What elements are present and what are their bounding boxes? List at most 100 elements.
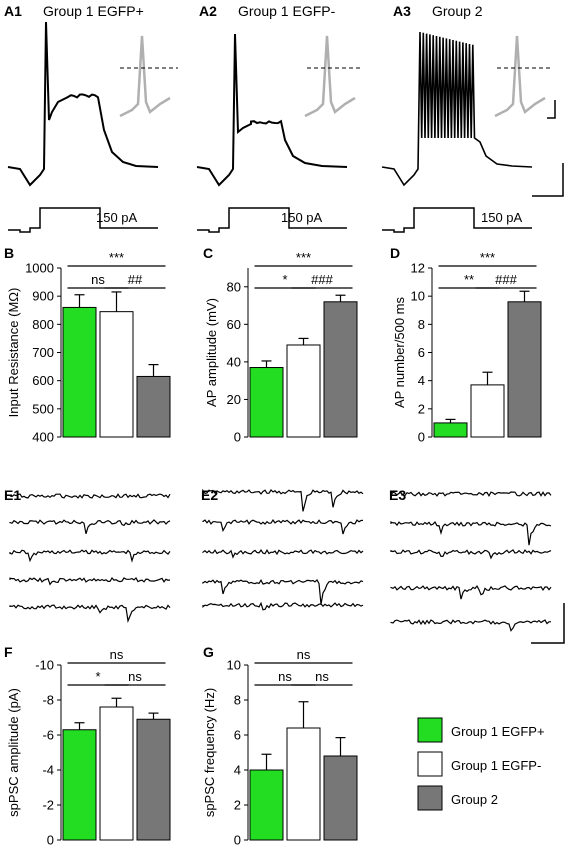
e-scale-bar [531, 603, 565, 644]
panel-label-a3: A3 [393, 3, 411, 19]
bar-2 [470, 384, 505, 438]
current-step-a3 [382, 207, 532, 233]
y-tick-label: -8 [42, 693, 54, 708]
bar-2 [99, 311, 134, 438]
panel-label-f: F [4, 644, 13, 660]
spontaneous-traces-e2 [202, 488, 364, 611]
y-tick-label: 0 [234, 430, 241, 445]
y-axis-label: Input Resistance (MΩ) [6, 288, 21, 418]
panel-title-a2: Group 1 EGFP- [238, 3, 336, 19]
significance-label: ns [297, 647, 311, 662]
y-tick-label: 4 [418, 373, 425, 388]
legend: Group 1 EGFP+ Group 1 EGFP- Group 2 [417, 717, 545, 811]
y-tick-label: 700 [32, 345, 54, 360]
significance-label: *** [296, 250, 311, 265]
legend-label-egfp-plus: Group 1 EGFP+ [451, 724, 545, 739]
bar-1 [433, 422, 468, 438]
y-tick-label: 500 [32, 401, 54, 416]
significance-label: ## [128, 272, 143, 287]
sweep-3-5 [390, 619, 552, 632]
significance-label: * [282, 272, 287, 287]
significance-label: ns [278, 669, 292, 684]
y-tick-label: 2 [418, 401, 425, 416]
sweep-2-4 [202, 578, 364, 605]
sweep-3-1 [390, 491, 552, 498]
y-tick-label: 80 [227, 279, 241, 294]
chart-input-resistance: B 400 500 600 700 800 900 1000 Input Resistance … [4, 245, 171, 445]
significance-label: ### [495, 272, 517, 287]
sweep-3-4 [390, 585, 552, 600]
y-tick-label: 2 [234, 798, 241, 813]
legend-swatch-egfp-plus [417, 717, 443, 743]
y-tick-label: 8 [234, 693, 241, 708]
voltage-trace-a2 [196, 33, 348, 187]
legend-label-egfp-minus: Group 1 EGFP- [451, 758, 541, 773]
panel-a1: A1 Group 1 EGFP+ 150 pA [4, 3, 178, 233]
panel-e-traces: E1 E2 E3 [4, 487, 565, 644]
panel-label-a1: A1 [4, 3, 22, 19]
y-tick-label: 10 [411, 289, 425, 304]
current-step-a1 [8, 207, 158, 233]
y-axis-label: AP amplitude (mV) [204, 298, 219, 407]
legend-label-group2: Group 2 [451, 792, 498, 807]
panel-a2: A2 Group 1 EGFP- 150 pA [196, 3, 362, 233]
panel-label-e2: E2 [201, 487, 218, 503]
bar-2 [286, 344, 321, 438]
ap-inset-a3 [494, 35, 546, 118]
y-tick-label: 60 [227, 317, 241, 332]
spontaneous-traces-e3 [390, 491, 552, 632]
significance-label: ns [128, 669, 142, 684]
y-tick-label: 900 [32, 289, 54, 304]
significance-label: *** [109, 250, 124, 265]
significance-label: * [95, 669, 100, 684]
y-tick-label: -6 [42, 728, 54, 743]
step-label-a3: 150 pA [481, 210, 523, 225]
y-tick-label: 400 [32, 430, 54, 445]
sweep-2-5 [202, 601, 364, 611]
panel-label-d: D [390, 245, 400, 261]
panel-label-b: B [4, 245, 14, 261]
bar-3 [136, 375, 171, 438]
y-axis-label: spPSC frequency (Hz) [202, 688, 217, 817]
y-tick-label: 0 [418, 430, 425, 445]
significance-label: ### [311, 272, 333, 287]
panel-label-g: G [203, 644, 214, 660]
sweep-1-3 [9, 549, 171, 563]
y-tick-label: 6 [234, 728, 241, 743]
spontaneous-traces-e1 [9, 493, 171, 624]
trace-scale-bar [532, 163, 564, 197]
panel-label-c: C [203, 245, 213, 261]
y-axis-label: spPSC amplitude (pA) [6, 688, 21, 817]
legend-swatch-group2 [417, 785, 443, 811]
panel-title-a1: Group 1 EGFP+ [43, 3, 144, 19]
significance-label: *** [480, 250, 495, 265]
voltage-trace-a3 [381, 31, 533, 187]
bar-3 [323, 755, 358, 841]
y-tick-label: 1000 [25, 261, 54, 276]
legend-swatch-egfp-minus [417, 751, 443, 777]
bar-1 [249, 367, 284, 438]
current-step-a2 [197, 207, 347, 233]
y-tick-label: 12 [411, 261, 425, 276]
sweep-1-2 [9, 519, 171, 534]
y-tick-label: 8 [418, 317, 425, 332]
inset-scale-bar [547, 100, 556, 119]
bar-3 [507, 301, 542, 438]
bar-3 [136, 718, 171, 841]
bar-2 [286, 727, 321, 841]
y-tick-label: 0 [47, 833, 54, 846]
bar-1 [62, 306, 97, 438]
voltage-trace-a1 [7, 21, 159, 187]
significance-label: ns [110, 647, 124, 662]
y-tick-label: 10 [227, 658, 241, 673]
bar-2 [99, 706, 134, 841]
sweep-1-5 [9, 604, 171, 624]
y-tick-label: -4 [42, 763, 54, 778]
sweep-2-3 [202, 549, 364, 559]
sweep-2-2 [202, 519, 364, 535]
sweep-3-3 [390, 549, 552, 560]
y-tick-label: 4 [234, 763, 241, 778]
sweep-3-2 [390, 520, 552, 546]
